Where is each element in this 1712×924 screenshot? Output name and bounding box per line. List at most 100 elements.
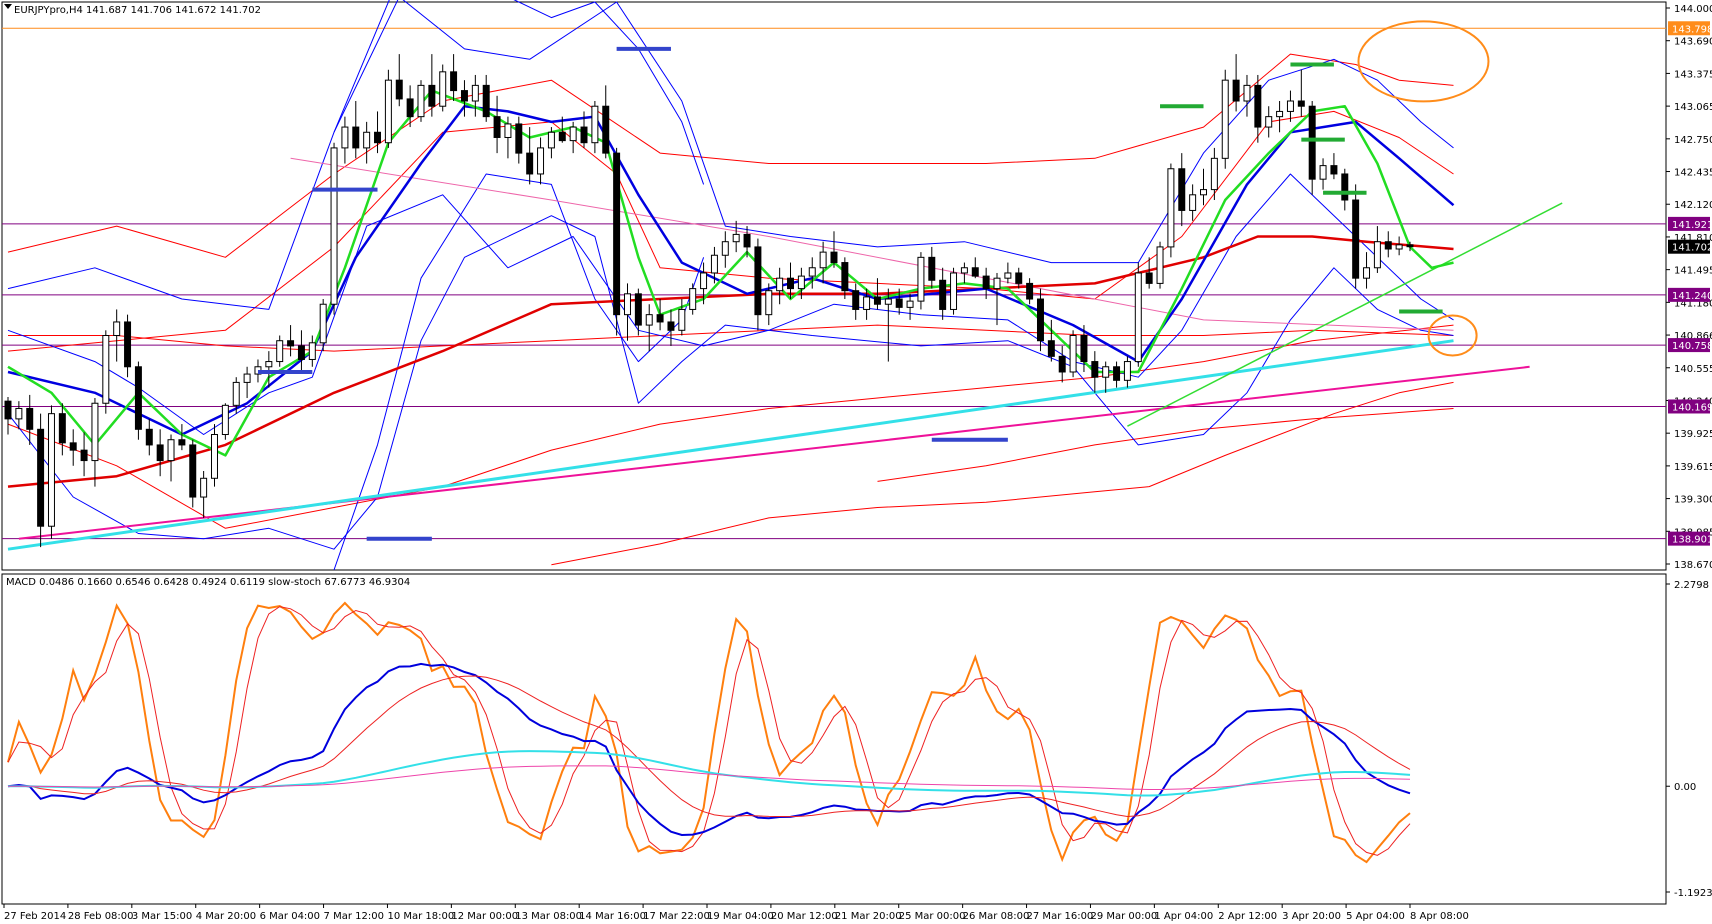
candle-body: [200, 477, 208, 498]
level-price-tag: [1668, 399, 1710, 414]
candle-body: [732, 233, 740, 243]
x-tick-label: 27 Feb 2014: [4, 911, 66, 922]
x-tick-label: 21 Mar 20:00: [835, 911, 902, 922]
candle-body: [873, 296, 881, 305]
candle-body: [493, 116, 501, 138]
candle-body: [69, 442, 77, 451]
macd-long-line: [8, 750, 1411, 797]
candle-body: [1145, 272, 1153, 284]
candle-body: [102, 335, 110, 404]
candle-body: [1276, 110, 1284, 118]
candle-body: [700, 272, 708, 290]
candle-body: [395, 79, 403, 100]
level-price-label: 140.758: [1672, 341, 1712, 352]
candle-body: [37, 428, 45, 527]
candle-body: [678, 308, 686, 331]
y-tick-label: 138.670: [1674, 560, 1712, 571]
x-tick-label: 5 Apr 04:00: [1346, 911, 1405, 922]
candle-body: [47, 413, 55, 527]
candle-body: [819, 251, 827, 269]
candle-body: [460, 90, 468, 102]
x-tick-label: 27 Mar 16:00: [1027, 911, 1094, 922]
candle-body: [450, 71, 458, 92]
overlay-cyan-trend: [7, 339, 1454, 551]
candle-body: [1363, 267, 1371, 279]
candle-body: [211, 434, 218, 479]
x-tick-label: 4 Mar 20:00: [196, 911, 256, 922]
candle-body: [1113, 366, 1121, 381]
candle-body: [1004, 272, 1012, 279]
overlay-env-red-upper: [7, 53, 1454, 258]
x-tick-label: 29 Mar 00:00: [1090, 911, 1157, 922]
current-price-label: 141.702: [1672, 243, 1712, 254]
overlay-magenta-trend: [18, 365, 1530, 540]
candle-body: [634, 293, 642, 326]
overlay-bb-wide-blue-upper: [333, 0, 705, 185]
candle-body: [91, 402, 99, 462]
orange-circle: [1427, 314, 1478, 357]
candle-body: [960, 267, 968, 274]
candle-body: [928, 256, 936, 281]
candle-body: [993, 277, 1001, 290]
indicator-header: MACD 0.0486 0.1660 0.6546 0.6428 0.4924 …: [6, 577, 410, 588]
x-tick-label: 2 Apr 12:00: [1218, 911, 1277, 922]
level-price-label: 138.901: [1672, 535, 1712, 546]
candle-body: [297, 345, 305, 360]
candle-body: [221, 404, 229, 436]
y-tick-label: 143.375: [1674, 69, 1712, 80]
candle-body: [852, 290, 860, 310]
candle-body: [939, 279, 947, 310]
candle-body: [917, 256, 925, 302]
candle-body: [482, 84, 490, 118]
dropdown-arrow-icon: [4, 4, 12, 9]
overlay-bb-wide-blue-lower: [333, 173, 705, 571]
symbol-header: EURJPYpro,H4 141.687 141.706 141.672 141…: [14, 5, 261, 16]
candle-body: [1036, 298, 1044, 342]
candle-body: [776, 277, 784, 292]
y-tick-label: 144.000: [1674, 4, 1712, 15]
candle-body: [330, 147, 338, 305]
candle-body: [319, 303, 327, 344]
y-tick-label: 140.555: [1674, 364, 1712, 375]
x-tick-label: 17 Mar 22:00: [643, 911, 710, 922]
candle-body: [178, 439, 186, 446]
candle-body: [689, 288, 697, 310]
candle-body: [167, 439, 175, 462]
candle-body: [1330, 165, 1338, 175]
candle-body: [1015, 272, 1023, 284]
overlay-pink-thin: [290, 157, 1454, 331]
candle-body: [287, 340, 295, 347]
candle-body: [1297, 100, 1305, 107]
candle-body: [384, 79, 392, 144]
candle-body: [156, 444, 164, 462]
candle-body: [189, 444, 197, 498]
candle-body: [743, 233, 751, 248]
candle-body: [1178, 168, 1186, 211]
indicator-frame: [1, 573, 1667, 905]
y-tick-label: 140.866: [1674, 331, 1712, 342]
candle-body: [1384, 241, 1392, 250]
y-tick-label: 139.300: [1674, 495, 1712, 506]
y-tick-label: 143.065: [1674, 102, 1712, 113]
candle-body: [1319, 165, 1327, 180]
x-tick-label: 20 Mar 12:00: [771, 911, 838, 922]
candle-body: [428, 84, 436, 107]
candle-body: [1265, 116, 1273, 128]
candle-body: [1091, 361, 1099, 378]
x-tick-label: 10 Mar 18:00: [387, 911, 454, 922]
osc-y-tick-label: -1.1923: [1674, 888, 1712, 899]
y-tick-label: 142.750: [1674, 135, 1712, 146]
level-price-label: 140.169: [1672, 402, 1712, 413]
candle-body: [232, 381, 240, 406]
candle-body: [1406, 244, 1414, 248]
candle-body: [1134, 272, 1142, 363]
candle-body: [1080, 335, 1088, 363]
candle-body: [1373, 241, 1381, 269]
candle-body: [547, 131, 555, 149]
level-price-tag: [1668, 287, 1710, 302]
candle-body: [1243, 84, 1251, 102]
candle-body: [417, 84, 425, 118]
candle-body: [1352, 199, 1360, 279]
stoch-main-line: [7, 601, 1411, 864]
candle-body: [265, 361, 273, 368]
